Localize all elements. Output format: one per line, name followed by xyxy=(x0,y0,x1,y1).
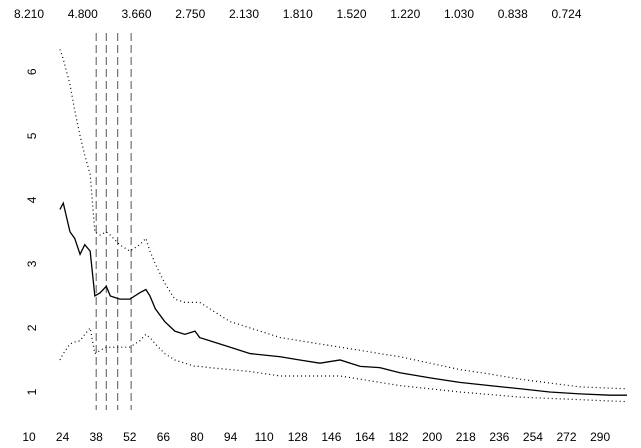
top-tick-label: 1.810 xyxy=(283,7,313,21)
top-tick-label: 2.750 xyxy=(175,7,205,21)
x-tick-label: 164 xyxy=(355,430,375,444)
y-tick-label: 4 xyxy=(25,196,39,203)
x-tick-label: 146 xyxy=(321,430,341,444)
top-tick-label: 1.220 xyxy=(390,7,420,21)
x-tick-label: 80 xyxy=(190,430,204,444)
top-tick-label: 8.210 xyxy=(14,7,44,21)
x-tick-label: 10 xyxy=(22,430,36,444)
y-tick-label: 3 xyxy=(25,260,39,267)
x-tick-label: 254 xyxy=(523,430,543,444)
y-tick-label: 5 xyxy=(25,132,39,139)
y-tick-label: 1 xyxy=(25,388,39,395)
x-tick-label: 110 xyxy=(255,430,274,444)
x-tick-label: 182 xyxy=(389,430,409,444)
x-tick-label: 24 xyxy=(56,430,70,444)
x-tick-label: 94 xyxy=(224,430,238,444)
mean-line xyxy=(59,201,627,396)
top-tick-label: 2.130 xyxy=(229,7,259,21)
top-tick-label: 1.520 xyxy=(337,7,367,21)
top-tick-label: 0.838 xyxy=(498,7,528,21)
bound-line xyxy=(59,326,628,403)
x-tick-label: 290 xyxy=(590,430,610,444)
x-tick-label: 128 xyxy=(288,430,308,444)
bound-line xyxy=(59,49,628,390)
top-tick-label: 3.660 xyxy=(121,7,151,21)
x-tick-label: 236 xyxy=(489,430,509,444)
x-tick-label: 66 xyxy=(157,430,171,444)
top-tick-label: 0.724 xyxy=(552,7,582,21)
top-tick-label: 4.800 xyxy=(68,7,98,21)
top-tick-label: 1.030 xyxy=(444,7,474,21)
x-tick-label: 272 xyxy=(557,430,577,444)
x-tick-label: 38 xyxy=(90,430,104,444)
x-tick-label: 218 xyxy=(456,430,476,444)
y-tick-label: 2 xyxy=(25,324,39,331)
x-tick-label: 52 xyxy=(123,430,137,444)
y-tick-label: 6 xyxy=(25,68,39,75)
x-tick-label: 200 xyxy=(422,430,442,444)
